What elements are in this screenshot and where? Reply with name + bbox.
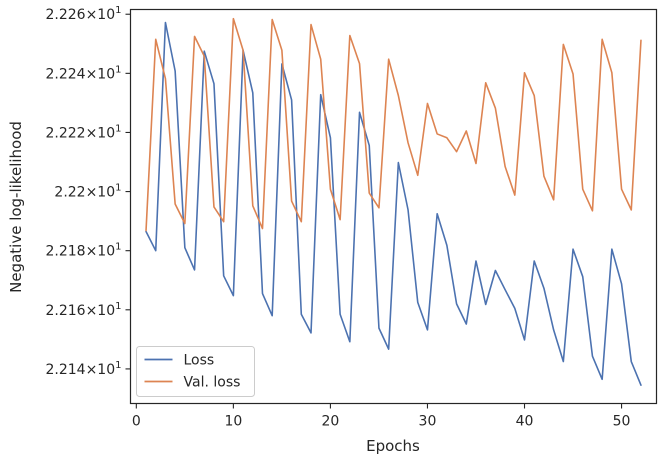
y-tick-label: 2.216×101 [46, 301, 122, 319]
x-tick-label: 10 [224, 414, 242, 430]
y-tick-label: 2.222×101 [46, 123, 122, 141]
series-layer [145, 17, 642, 386]
y-tick-label: 2.214×101 [46, 360, 122, 378]
x-axis-ticks: 0 10 20 30 40 50 [132, 403, 631, 430]
x-axis-label: Epochs [366, 437, 420, 455]
y-axis-ticks: 2.214×101 2.216×101 2.218×101 2.22×101 2.222… [46, 5, 131, 378]
x-tick-label: 40 [516, 414, 534, 430]
legend-label: Val. loss [184, 375, 241, 391]
legend-label: Loss [184, 353, 215, 369]
x-tick-label: 20 [322, 414, 340, 430]
y-axis-label: Negative log-likelihood [7, 121, 25, 293]
series-line-loss [145, 21, 642, 386]
plot-frame [129, 8, 658, 405]
y-tick-label: 2.22×101 [54, 183, 121, 201]
y-tick-label: 2.226×101 [46, 5, 122, 23]
legend: Loss Val. loss [136, 346, 255, 397]
x-tick-label: 0 [132, 414, 141, 430]
series-line-val-loss [145, 17, 642, 232]
y-tick-label: 2.218×101 [46, 242, 122, 260]
x-tick-label: 30 [419, 414, 437, 430]
x-tick-label: 50 [613, 414, 631, 430]
y-tick-label: 2.224×101 [46, 64, 122, 82]
